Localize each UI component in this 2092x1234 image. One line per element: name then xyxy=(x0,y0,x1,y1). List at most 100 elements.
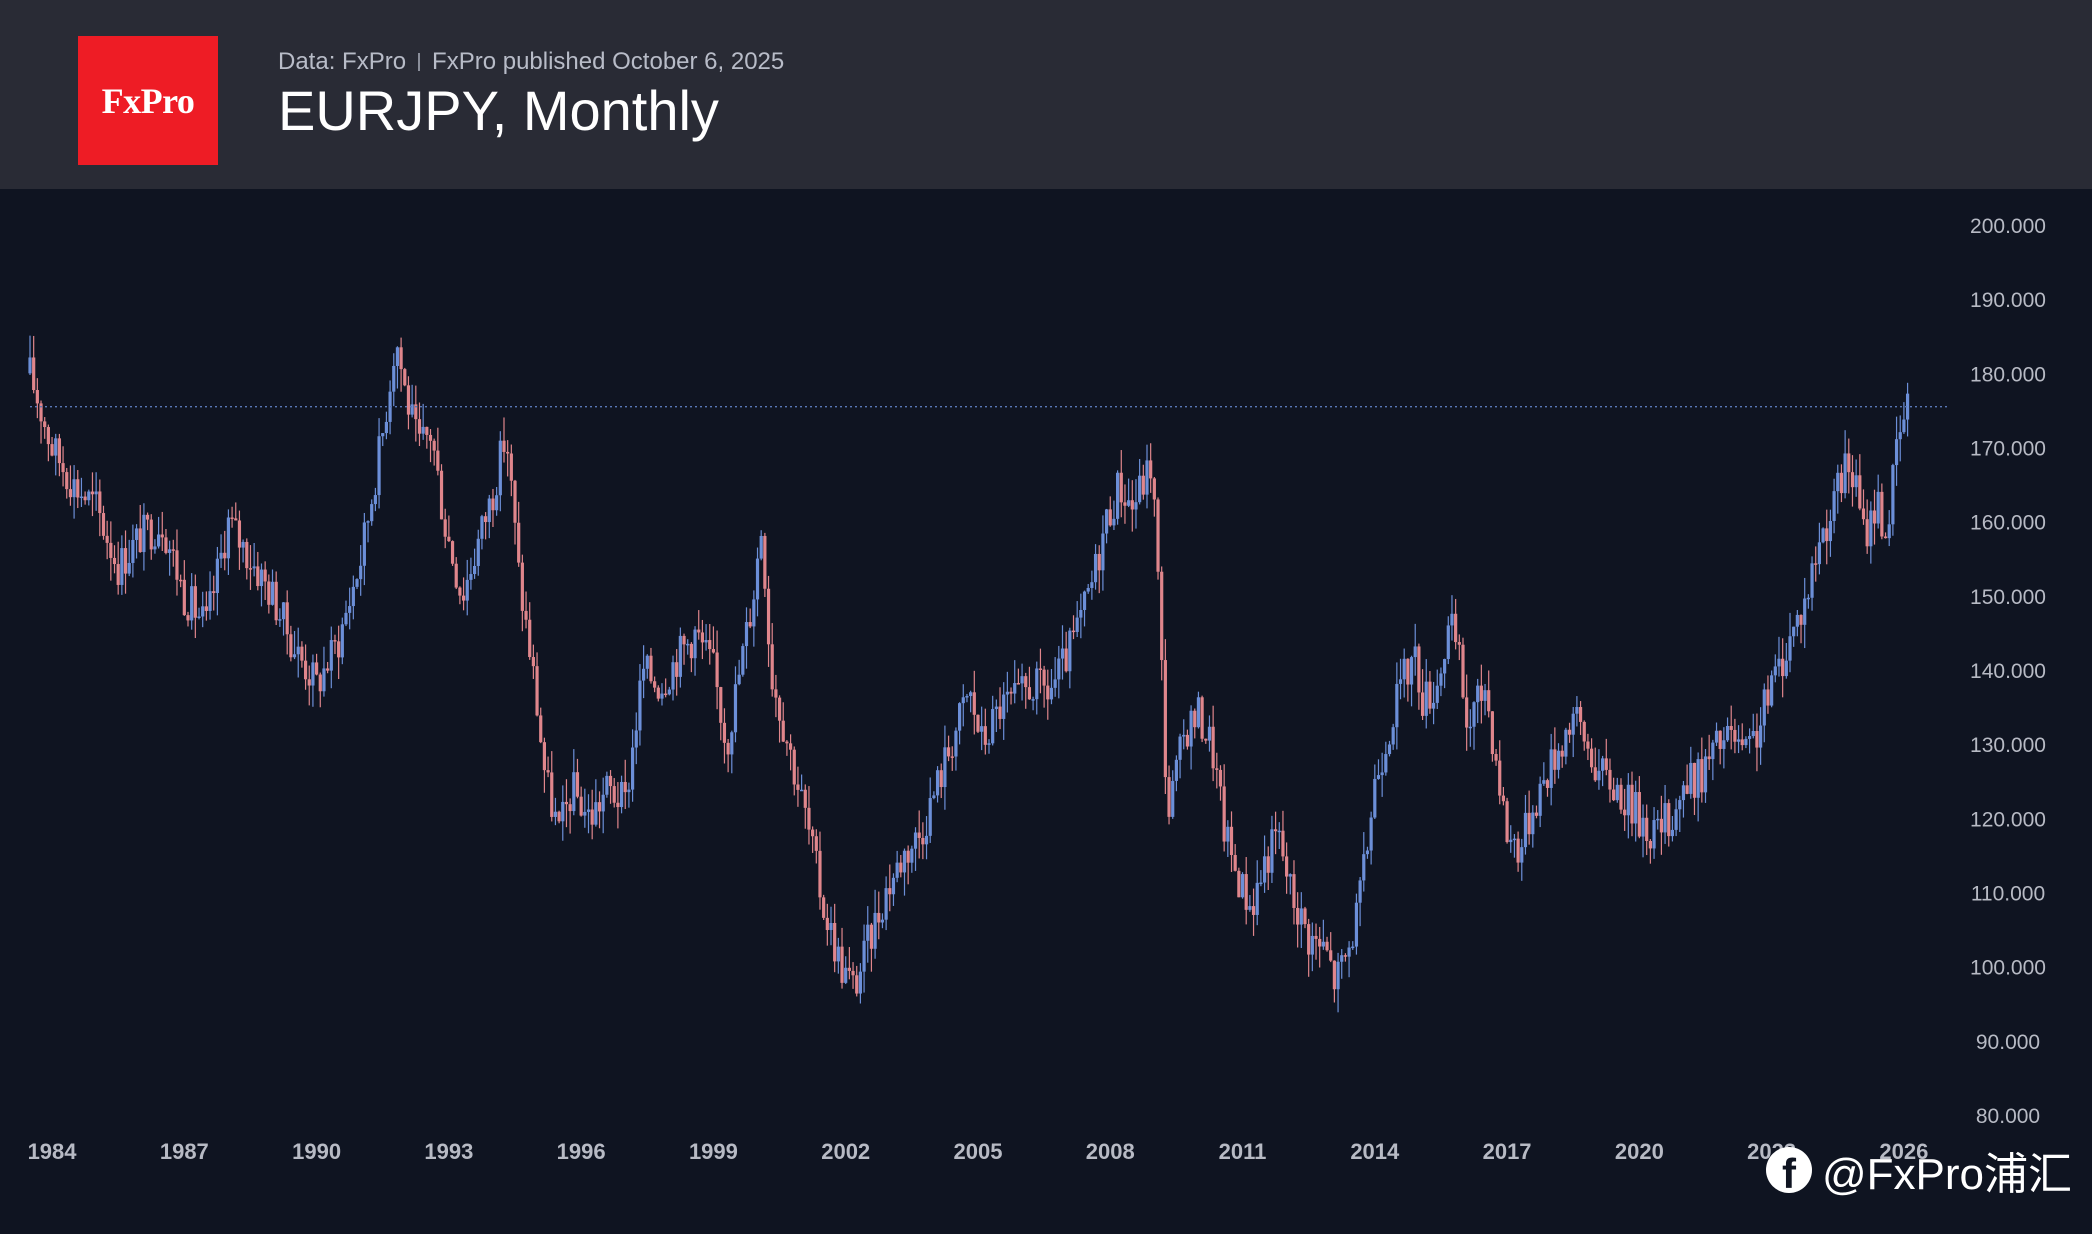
candle-body xyxy=(1821,528,1825,543)
candle-body xyxy=(259,569,264,587)
candle-body xyxy=(168,549,172,553)
candle-body xyxy=(1303,908,1307,925)
candle-body xyxy=(28,357,32,374)
candle-body xyxy=(1850,472,1855,488)
candle-body xyxy=(932,795,936,799)
candle-body xyxy=(1722,740,1726,749)
candle-body xyxy=(1251,906,1256,915)
candle-body xyxy=(32,357,36,391)
candle-body xyxy=(414,404,418,420)
candle-body xyxy=(329,640,333,671)
candle-body xyxy=(1564,729,1568,757)
candle-body xyxy=(675,662,679,677)
candle-body xyxy=(1362,854,1366,881)
candle-body xyxy=(472,565,477,575)
candle-body xyxy=(333,640,337,642)
candle-body xyxy=(660,693,664,699)
candle-body xyxy=(1347,947,1351,957)
candle-body xyxy=(1042,669,1046,686)
candle-body xyxy=(1472,702,1476,727)
candle-body xyxy=(902,850,907,873)
candle-body xyxy=(550,772,554,817)
candle-body xyxy=(619,781,624,808)
candle-body xyxy=(410,404,414,415)
candle-body xyxy=(190,586,194,621)
candle-body xyxy=(1784,660,1788,677)
y-tick-label: 140.000 xyxy=(1970,660,2046,683)
candle-body xyxy=(1130,500,1134,510)
candle-body xyxy=(1292,874,1296,908)
candle-body xyxy=(65,472,69,490)
candle-body xyxy=(1869,510,1873,547)
candle-body xyxy=(362,522,366,566)
candle-body xyxy=(131,539,135,563)
candle-body xyxy=(1174,759,1178,781)
candle-body xyxy=(858,971,862,994)
candle-body xyxy=(270,581,275,605)
candle-body xyxy=(1652,820,1656,849)
candle-body xyxy=(766,588,771,645)
candle-body xyxy=(1560,750,1564,757)
candle-body xyxy=(1494,754,1498,761)
candle-body xyxy=(43,421,47,428)
candle-body xyxy=(164,537,168,553)
candle-body xyxy=(1373,778,1377,818)
candle-body xyxy=(605,775,609,795)
candle-body xyxy=(1417,646,1421,693)
candle-body xyxy=(528,619,532,658)
candle-body xyxy=(54,438,58,456)
candle-body xyxy=(1211,726,1215,769)
candle-body xyxy=(1413,646,1417,658)
candle-body xyxy=(822,897,826,918)
candle-body xyxy=(1854,475,1858,488)
candle-body xyxy=(1586,741,1590,749)
candle-body xyxy=(76,479,80,498)
candle-body xyxy=(546,770,550,773)
candle-body xyxy=(770,644,774,690)
candle-body xyxy=(1035,668,1039,700)
candle-body xyxy=(924,835,929,845)
candle-body xyxy=(506,451,510,454)
candle-body xyxy=(1692,762,1697,798)
candle-body xyxy=(869,924,874,949)
candle-body xyxy=(1876,491,1880,524)
candle-body xyxy=(1343,955,1348,957)
candle-body xyxy=(781,720,785,742)
candle-body xyxy=(72,479,76,498)
candle-body xyxy=(355,579,359,587)
candle-body xyxy=(1380,772,1384,776)
y-tick-label: 200.000 xyxy=(1970,215,2046,238)
x-tick-label: 1987 xyxy=(160,1139,209,1164)
candle-body xyxy=(825,917,829,931)
candle-body xyxy=(237,520,242,548)
candle-body xyxy=(1082,591,1087,610)
candle-body xyxy=(1222,786,1226,842)
x-tick-label: 2008 xyxy=(1086,1139,1135,1164)
candle-body xyxy=(1281,830,1285,857)
candle-body xyxy=(1376,775,1381,779)
candle-body xyxy=(700,632,705,643)
candle-body xyxy=(1781,658,1785,677)
candle-body xyxy=(1277,830,1281,833)
candle-body xyxy=(642,668,646,681)
candle-body xyxy=(634,730,638,748)
candle-body xyxy=(318,674,322,692)
candle-body xyxy=(1659,818,1664,833)
candle-body xyxy=(649,655,653,682)
candle-body xyxy=(1608,769,1612,790)
candle-body xyxy=(855,975,859,994)
candle-body xyxy=(57,438,61,464)
candle-body xyxy=(1079,609,1083,618)
candle-body xyxy=(226,517,231,559)
candle-body xyxy=(1273,829,1278,832)
candle-body xyxy=(1127,500,1131,506)
candle-body xyxy=(744,622,749,647)
candle-body xyxy=(1119,472,1123,503)
candle-body xyxy=(1545,780,1550,788)
candle-body xyxy=(1847,453,1851,473)
candle-body xyxy=(1887,524,1891,539)
candle-body xyxy=(1468,726,1472,729)
candle-body xyxy=(1542,780,1546,784)
candle-body xyxy=(1795,614,1799,627)
candle-body xyxy=(1872,510,1877,524)
